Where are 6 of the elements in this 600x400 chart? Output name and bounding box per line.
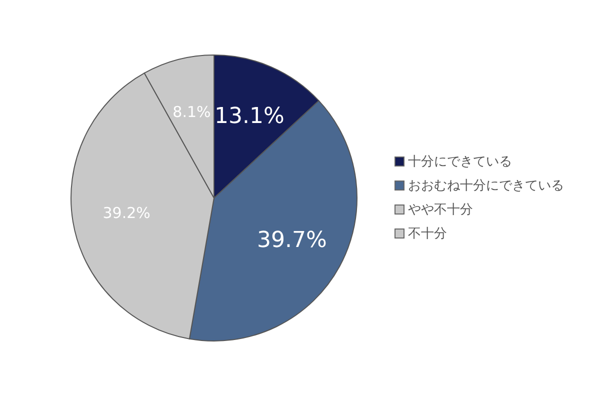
legend-label: 十分にできている xyxy=(408,154,512,170)
legend-label: やや不十分 xyxy=(408,202,473,218)
data-label: 39.7% xyxy=(256,228,327,253)
legend-label: おおむね十分にできている xyxy=(408,178,564,194)
data-label: 13.1% xyxy=(214,104,284,130)
legend-label: 不十分 xyxy=(408,226,447,242)
